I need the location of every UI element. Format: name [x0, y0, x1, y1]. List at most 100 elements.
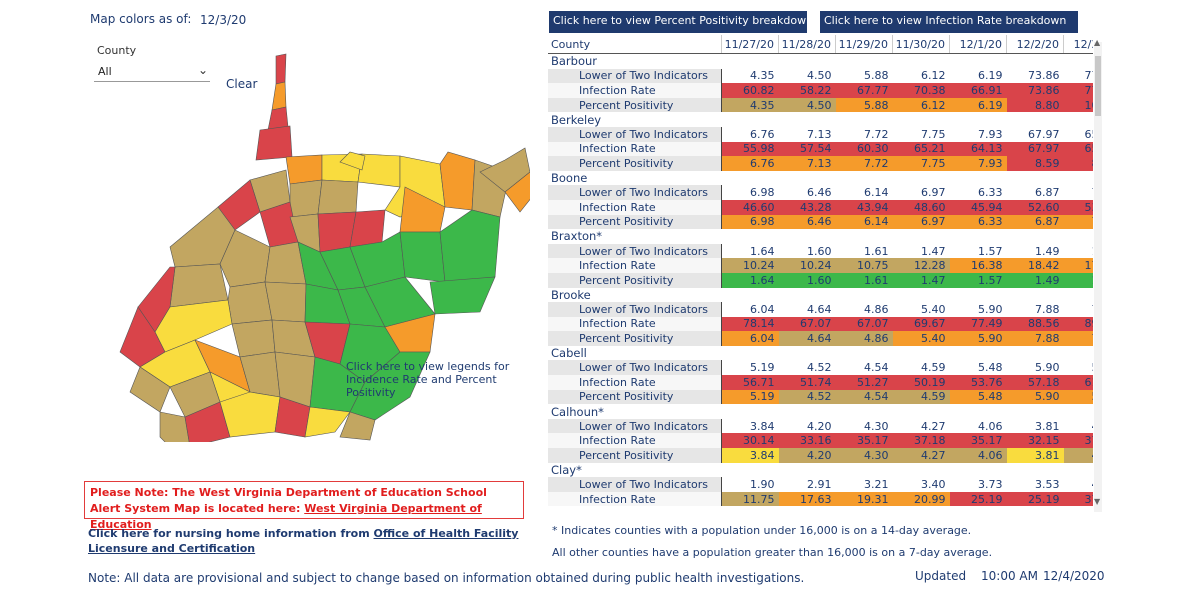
map-county-clay[interactable] [231, 319, 276, 358]
indicator-value: 89.86 [1063, 316, 1093, 332]
table-header-row: County 11/27/20 11/28/20 11/29/20 11/30/… [548, 35, 1093, 54]
county-group-row[interactable]: Boone [548, 171, 1093, 186]
county-group-row[interactable]: Brooke [548, 288, 1093, 303]
map-county-barbour[interactable] [349, 209, 386, 248]
table-row[interactable]: Infection Rate 55.98 57.54 60.30 65.21 64.13 6… [548, 141, 1093, 157]
date-column-header[interactable]: 11/28/20 [778, 35, 836, 54]
doe-link[interactable]: West Virginia Department of Education [90, 502, 482, 531]
map-county-mercer-n[interactable] [304, 406, 351, 438]
date-column-header[interactable]: 12/3/20 [1063, 35, 1093, 54]
table-row[interactable]: Lower of Two Indicators 6.98 6.46 6.14 6.97 6… [548, 185, 1093, 200]
county-group-row[interactable]: Berkeley [548, 112, 1093, 127]
indicator-value: 4.06 [949, 448, 1007, 463]
indicator-value: 1.49 [1035, 244, 1060, 258]
map-county-roane[interactable] [227, 281, 273, 325]
wv-county-map[interactable] [100, 52, 530, 442]
map-county-hampshire[interactable] [504, 171, 530, 213]
map-county-mercer[interactable] [339, 411, 376, 441]
indicator-value: 77.49 [949, 316, 1007, 332]
ohflac-link[interactable]: Office of Health Facility Licensure and … [88, 527, 519, 555]
table-row[interactable]: Infection Rate 11.75 17.63 19.31 20.99 25.19 2… [548, 491, 1093, 507]
percent-positivity-button[interactable]: Click here to view Percent Positivity br… [549, 11, 813, 33]
table-row[interactable]: Percent Positivity 5.19 4.52 4.54 4.59 5.48 5.… [548, 389, 1093, 405]
map-county-hancock[interactable] [275, 53, 287, 85]
table-row[interactable]: Lower of Two Indicators 1.64 1.60 1.61 1.47 1… [548, 243, 1093, 259]
map-county-brooke[interactable] [271, 81, 287, 111]
county-group-row[interactable]: Clay* [548, 463, 1093, 478]
table-row[interactable]: Infection Rate 78.14 67.07 67.07 69.67 77.49 8… [548, 316, 1093, 332]
date-column-header[interactable]: 11/30/20 [892, 35, 950, 54]
table-row[interactable]: Percent Positivity 6.76 7.13 7.72 7.75 7.93 8.… [548, 156, 1093, 171]
table-row[interactable]: Lower of Two Indicators 6.04 4.64 4.86 5.40 5… [548, 302, 1093, 317]
indicator-value: 4.35 [721, 97, 779, 113]
indicator-value: 60.30 [835, 141, 893, 157]
indicator-value: 6.19 [949, 97, 1007, 113]
map-county-pendleton[interactable] [439, 209, 501, 283]
table-row[interactable]: Lower of Two Indicators 5.19 4.52 4.54 4.59 5… [548, 360, 1093, 376]
table-row[interactable]: Lower of Two Indicators 6.76 7.13 7.72 7.75 7… [548, 126, 1093, 142]
clear-button[interactable]: Clear [226, 77, 258, 91]
table-row[interactable]: Lower of Two Indicators 3.84 4.20 4.30 4.27 4… [548, 418, 1093, 434]
indicator-value: 64.13 [949, 141, 1007, 157]
indicator-value: 1.61 [835, 272, 893, 288]
indicator-value: 53.26 [1063, 199, 1093, 215]
table-row[interactable]: Percent Positivity 3.84 4.20 4.30 4.27 4.06 3.… [548, 448, 1093, 463]
table-row[interactable]: Lower of Two Indicators 4.35 4.50 5.88 6.12 6… [548, 68, 1093, 84]
table-scrollbar[interactable] [1094, 42, 1102, 512]
map-county-marion-n[interactable] [339, 151, 366, 171]
map-county-cabell[interactable] [119, 306, 166, 368]
county-select[interactable]: All ⌄ [94, 62, 210, 82]
indicator-value: 55.98 [721, 141, 779, 157]
county-group-row[interactable]: Calhoun* [548, 404, 1093, 419]
indicator-value: 70.38 [892, 83, 950, 98]
table-row[interactable]: Percent Positivity 4.35 4.50 5.88 6.12 6.19 8.… [548, 97, 1093, 113]
map-county-grant[interactable] [439, 151, 476, 211]
table-scrollbar-thumb[interactable] [1095, 56, 1101, 116]
table-row[interactable]: Infection Rate 10.24 10.24 10.75 12.28 16.38 1… [548, 258, 1093, 273]
indicator-value: 67.07 [778, 316, 836, 332]
indicator-value: 6.97 [921, 186, 946, 200]
map-county-wetzel[interactable] [285, 154, 323, 185]
map-county-mingo-n[interactable] [159, 411, 190, 442]
county-group-row[interactable]: Cabell [548, 346, 1093, 361]
indicator-value: 51.27 [835, 375, 893, 390]
table-row[interactable]: Percent Positivity 6.04 4.64 4.86 5.40 5.90 7.… [548, 331, 1093, 346]
table-row[interactable]: Infection Rate 30.14 33.16 35.17 37.18 35.17 3… [548, 433, 1093, 449]
table-row[interactable]: Infection Rate 60.82 58.22 67.77 70.38 66.91 7… [548, 83, 1093, 98]
map-county-marshall[interactable] [255, 125, 293, 161]
county-group-row[interactable]: Barbour [548, 54, 1093, 69]
map-county-marion[interactable] [317, 179, 359, 215]
table-row[interactable]: Percent Positivity 1.64 1.60 1.61 1.47 1.57 1.… [548, 272, 1093, 288]
county-column-header[interactable]: County [548, 35, 722, 54]
county-name: Calhoun* [551, 404, 604, 419]
map-county-harrison-n[interactable] [289, 179, 323, 218]
date-column-header[interactable]: 11/27/20 [721, 35, 779, 54]
infection-rate-button[interactable]: Click here to view Infection Rate breakd… [820, 11, 1078, 33]
table-row[interactable]: Infection Rate 56.71 51.74 51.27 50.19 53.76 5… [548, 375, 1093, 390]
scroll-up-icon[interactable]: ▲ [1094, 38, 1101, 47]
indicator-value: 6.98 [721, 214, 779, 230]
map-county-randolph[interactable] [399, 231, 446, 283]
indicator-value: 37.18 [1063, 433, 1093, 449]
map-county-raleigh[interactable] [219, 391, 281, 438]
indicator-value: 65.09 [1063, 141, 1093, 157]
scroll-down-icon[interactable]: ▼ [1094, 497, 1101, 506]
indicator-value: 6.97 [892, 214, 950, 230]
indicator-label: Lower of Two Indicators [548, 302, 722, 317]
county-group-row[interactable]: Braxton* [548, 229, 1093, 244]
map-county-jackson[interactable] [169, 263, 229, 308]
date-column-header[interactable]: 12/1/20 [949, 35, 1007, 54]
map-county-mineral[interactable] [479, 147, 530, 193]
indicator-value: 4.59 [892, 389, 950, 405]
table-row[interactable]: Infection Rate 46.60 43.28 43.94 48.60 45.94 5… [548, 199, 1093, 215]
date-column-header[interactable]: 12/2/20 [1006, 35, 1064, 54]
table-row[interactable]: Lower of Two Indicators 1.90 2.91 3.21 3.40 3… [548, 477, 1093, 492]
legend-link[interactable]: Click here to view legends for Incidence… [346, 360, 510, 399]
table-row[interactable]: Percent Positivity 6.98 6.46 6.14 6.97 6.33 6.… [548, 214, 1093, 230]
map-county-pocahontas-n[interactable] [429, 276, 496, 315]
indicator-label: Percent Positivity [548, 448, 722, 463]
county-name: Barbour [551, 54, 598, 69]
date-column-header[interactable]: 11/29/20 [835, 35, 893, 54]
indicator-value: 5.48 [978, 361, 1003, 375]
map-county-braxton[interactable] [264, 281, 307, 323]
